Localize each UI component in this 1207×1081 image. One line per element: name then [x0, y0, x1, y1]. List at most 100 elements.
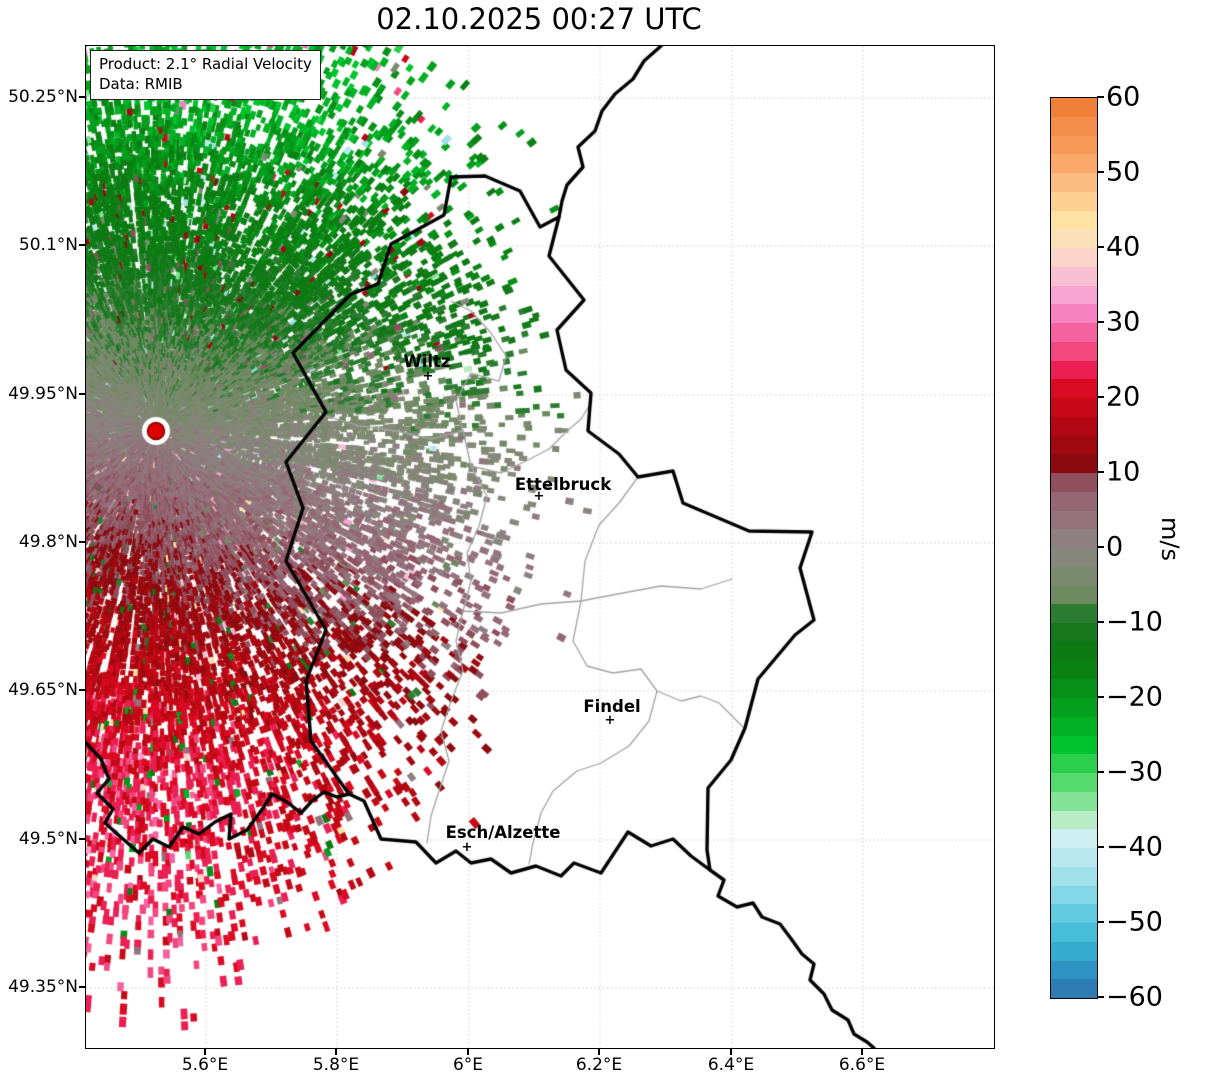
city-marker-cross: +	[461, 840, 473, 855]
x-axis-tick-label: 6°E	[452, 1055, 484, 1075]
colorbar-tick-label: −20	[1106, 681, 1163, 713]
plot-title: 02.10.2025 00:27 UTC	[376, 2, 702, 36]
colorbar-band	[1051, 304, 1097, 323]
colorbar-band	[1051, 491, 1097, 511]
colorbar-band	[1051, 904, 1097, 923]
velocity-colorbar	[1050, 97, 1098, 999]
colorbar-band	[1051, 379, 1097, 398]
city-label: Ettelbruck	[514, 475, 612, 494]
colorbar-band	[1051, 829, 1097, 848]
y-axis-tick-mark	[79, 689, 85, 691]
colorbar-tick-mark	[1097, 471, 1104, 473]
data-source-label: Data: RMIB	[99, 75, 183, 94]
colorbar-band	[1051, 229, 1097, 248]
colorbar-band	[1051, 585, 1097, 605]
colorbar-band	[1051, 641, 1097, 661]
city-label: Wiltz	[403, 352, 451, 371]
y-axis-tick-mark	[79, 244, 85, 246]
radar-velocity-field	[86, 46, 994, 1048]
y-axis-tick-label: 49.8°N	[18, 532, 78, 552]
colorbar-band	[1051, 979, 1097, 998]
colorbar-tick-label: −30	[1106, 756, 1163, 788]
colorbar-band	[1051, 660, 1097, 680]
x-axis-tick-mark	[861, 1049, 863, 1055]
colorbar-band	[1051, 473, 1097, 492]
colorbar-band	[1051, 341, 1097, 361]
colorbar-band	[1051, 716, 1097, 736]
colorbar-band	[1051, 454, 1097, 473]
colorbar-tick-label: 50	[1106, 156, 1141, 188]
x-axis-tick-mark	[335, 1049, 337, 1055]
y-axis-tick-mark	[79, 96, 85, 98]
colorbar-band	[1051, 566, 1097, 586]
y-axis-tick-mark	[79, 541, 85, 543]
city-marker-cross: +	[422, 369, 434, 384]
product-info-box: Product: 2.1° Radial Velocity Data: RMIB	[90, 50, 321, 100]
colorbar-tick-mark	[1097, 771, 1104, 773]
city-label: Esch/Alzette	[445, 823, 561, 842]
colorbar-band	[1051, 416, 1097, 436]
colorbar-tick-label: 10	[1106, 456, 1141, 488]
colorbar-tick-label: −40	[1106, 831, 1163, 863]
colorbar-band	[1051, 98, 1097, 117]
colorbar-tick-label: 0	[1106, 531, 1124, 563]
colorbar-tick-mark	[1097, 996, 1104, 998]
colorbar-tick-label: −50	[1106, 906, 1163, 938]
y-axis-tick-label: 49.35°N	[8, 977, 78, 997]
colorbar-unit-label: m/s	[1155, 517, 1184, 561]
colorbar-band	[1051, 135, 1097, 155]
y-axis-tick-label: 50.1°N	[18, 235, 78, 255]
colorbar-tick-mark	[1097, 921, 1104, 923]
colorbar-band	[1051, 548, 1097, 567]
x-axis-tick-mark	[598, 1049, 600, 1055]
colorbar-band	[1051, 866, 1097, 886]
y-axis-tick-mark	[79, 838, 85, 840]
colorbar-tick-label: −60	[1106, 981, 1163, 1013]
colorbar-band	[1051, 735, 1097, 755]
colorbar-tick-label: 30	[1106, 306, 1141, 338]
colorbar-tick-mark	[1097, 846, 1104, 848]
colorbar-tick-mark	[1097, 546, 1104, 548]
colorbar-band	[1051, 435, 1097, 455]
colorbar-tick-mark	[1097, 621, 1104, 623]
colorbar-tick-label: 40	[1106, 231, 1141, 263]
x-axis-tick-label: 6.6°E	[838, 1055, 886, 1075]
map-plot-area: Product: 2.1° Radial Velocity Data: RMIB	[85, 45, 995, 1049]
colorbar-band	[1051, 116, 1097, 136]
colorbar-band	[1051, 960, 1097, 980]
y-axis-tick-label: 49.95°N	[8, 384, 78, 404]
city-marker-cross: +	[604, 713, 616, 728]
colorbar-band	[1051, 154, 1097, 173]
colorbar-band	[1051, 510, 1097, 530]
colorbar-band	[1051, 791, 1097, 811]
colorbar-tick-mark	[1097, 171, 1104, 173]
colorbar-band	[1051, 754, 1097, 773]
product-label: Product: 2.1° Radial Velocity	[99, 55, 312, 73]
colorbar-band	[1051, 848, 1097, 867]
y-axis-tick-mark	[79, 393, 85, 395]
colorbar-tick-mark	[1097, 96, 1104, 98]
x-axis-tick-mark	[204, 1049, 206, 1055]
colorbar-band	[1051, 248, 1097, 267]
colorbar-band	[1051, 266, 1097, 286]
x-axis-tick-label: 5.8°E	[312, 1055, 360, 1075]
colorbar-tick-mark	[1097, 396, 1104, 398]
colorbar-tick-label: −10	[1106, 606, 1163, 638]
colorbar-band	[1051, 210, 1097, 230]
colorbar-band	[1051, 360, 1097, 380]
colorbar-band	[1051, 323, 1097, 342]
city-label: Findel	[583, 697, 641, 716]
colorbar-band	[1051, 398, 1097, 417]
colorbar-band	[1051, 285, 1097, 305]
x-axis-tick-mark	[467, 1049, 469, 1055]
colorbar-band	[1051, 941, 1097, 961]
colorbar-band	[1051, 173, 1097, 192]
x-axis-tick-label: 6.2°E	[575, 1055, 623, 1075]
x-axis-tick-label: 6.4°E	[707, 1055, 755, 1075]
colorbar-tick-mark	[1097, 696, 1104, 698]
colorbar-band	[1051, 885, 1097, 905]
colorbar-band	[1051, 623, 1097, 642]
colorbar-band	[1051, 604, 1097, 623]
x-axis-tick-label: 5.6°E	[181, 1055, 229, 1075]
